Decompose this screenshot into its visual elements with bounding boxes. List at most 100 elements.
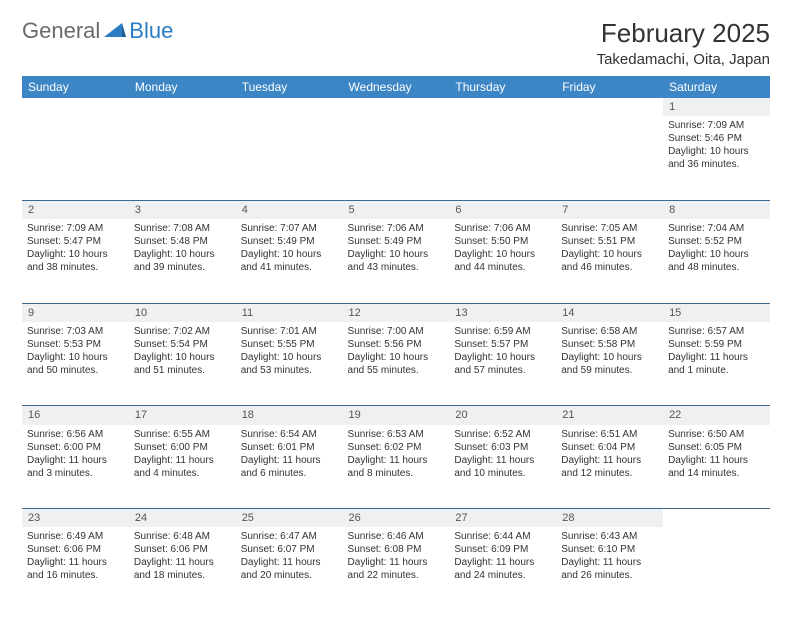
day-number [236,98,343,116]
sunset-line: Sunset: 6:01 PM [241,441,338,454]
sunset-line: Sunset: 5:51 PM [561,235,658,248]
daylight-line-1: Daylight: 10 hours [454,351,551,364]
daylight-line-2: and 14 minutes. [668,467,765,480]
sunrise-line: Sunrise: 6:50 AM [668,428,765,441]
day-cell: Sunrise: 6:53 AMSunset: 6:02 PMDaylight:… [343,425,450,509]
logo-text-blue: Blue [129,18,173,44]
day-cell [663,527,770,611]
sunset-line: Sunset: 6:00 PM [27,441,124,454]
weekday-header: Thursday [449,76,556,98]
day-number [22,98,129,116]
daylight-line-1: Daylight: 10 hours [241,351,338,364]
day-cell: Sunrise: 7:03 AMSunset: 5:53 PMDaylight:… [22,322,129,406]
day-number: 28 [556,509,663,528]
day-cell [236,116,343,200]
daylight-line-1: Daylight: 10 hours [27,248,124,261]
day-cell: Sunrise: 6:49 AMSunset: 6:06 PMDaylight:… [22,527,129,611]
day-number: 21 [556,406,663,425]
day-cell: Sunrise: 6:43 AMSunset: 6:10 PMDaylight:… [556,527,663,611]
day-number-row: 16171819202122 [22,406,770,425]
sunrise-line: Sunrise: 6:48 AM [134,530,231,543]
day-number: 14 [556,303,663,322]
day-cell: Sunrise: 7:00 AMSunset: 5:56 PMDaylight:… [343,322,450,406]
sunset-line: Sunset: 5:56 PM [348,338,445,351]
daylight-line-1: Daylight: 11 hours [241,556,338,569]
sunrise-line: Sunrise: 7:05 AM [561,222,658,235]
day-number: 10 [129,303,236,322]
sunset-line: Sunset: 5:49 PM [348,235,445,248]
sunrise-line: Sunrise: 7:08 AM [134,222,231,235]
logo-triangle-icon [104,20,126,43]
day-number: 25 [236,509,343,528]
daylight-line-1: Daylight: 10 hours [668,145,765,158]
daylight-line-2: and 50 minutes. [27,364,124,377]
day-cell [556,116,663,200]
daylight-line-2: and 26 minutes. [561,569,658,582]
sunset-line: Sunset: 6:10 PM [561,543,658,556]
daylight-line-2: and 57 minutes. [454,364,551,377]
day-cell: Sunrise: 6:55 AMSunset: 6:00 PMDaylight:… [129,425,236,509]
daylight-line-1: Daylight: 10 hours [561,351,658,364]
day-number: 17 [129,406,236,425]
day-number [449,98,556,116]
daylight-line-1: Daylight: 11 hours [454,454,551,467]
day-cell: Sunrise: 7:07 AMSunset: 5:49 PMDaylight:… [236,219,343,303]
sunset-line: Sunset: 6:08 PM [348,543,445,556]
sunset-line: Sunset: 5:57 PM [454,338,551,351]
daylight-line-2: and 44 minutes. [454,261,551,274]
sunset-line: Sunset: 5:50 PM [454,235,551,248]
daylight-line-1: Daylight: 10 hours [134,248,231,261]
sunrise-line: Sunrise: 6:44 AM [454,530,551,543]
daylight-line-2: and 24 minutes. [454,569,551,582]
daylight-line-1: Daylight: 11 hours [241,454,338,467]
logo-text-general: General [22,18,100,44]
sunrise-line: Sunrise: 6:58 AM [561,325,658,338]
daylight-line-2: and 20 minutes. [241,569,338,582]
calendar-table: SundayMondayTuesdayWednesdayThursdayFrid… [22,76,770,611]
daylight-line-1: Daylight: 10 hours [561,248,658,261]
day-cell: Sunrise: 7:04 AMSunset: 5:52 PMDaylight:… [663,219,770,303]
sunrise-line: Sunrise: 6:55 AM [134,428,231,441]
daylight-line-1: Daylight: 10 hours [454,248,551,261]
weekday-header: Monday [129,76,236,98]
daylight-line-1: Daylight: 11 hours [348,454,445,467]
day-cell: Sunrise: 7:08 AMSunset: 5:48 PMDaylight:… [129,219,236,303]
day-number: 11 [236,303,343,322]
daylight-line-1: Daylight: 11 hours [561,556,658,569]
day-cell: Sunrise: 7:02 AMSunset: 5:54 PMDaylight:… [129,322,236,406]
sunset-line: Sunset: 6:06 PM [27,543,124,556]
day-number: 26 [343,509,450,528]
sunrise-line: Sunrise: 7:04 AM [668,222,765,235]
daylight-line-1: Daylight: 10 hours [241,248,338,261]
day-cell: Sunrise: 6:52 AMSunset: 6:03 PMDaylight:… [449,425,556,509]
title-block: February 2025 Takedamachi, Oita, Japan [597,18,770,68]
day-number: 19 [343,406,450,425]
sunset-line: Sunset: 5:58 PM [561,338,658,351]
sunrise-line: Sunrise: 7:06 AM [348,222,445,235]
sunrise-line: Sunrise: 6:47 AM [241,530,338,543]
sunrise-line: Sunrise: 6:52 AM [454,428,551,441]
daylight-line-2: and 10 minutes. [454,467,551,480]
day-cell: Sunrise: 6:54 AMSunset: 6:01 PMDaylight:… [236,425,343,509]
day-content-row: Sunrise: 7:03 AMSunset: 5:53 PMDaylight:… [22,322,770,406]
sunrise-line: Sunrise: 6:51 AM [561,428,658,441]
day-number: 5 [343,200,450,219]
daylight-line-2: and 39 minutes. [134,261,231,274]
day-number-row: 232425262728 [22,509,770,528]
day-number: 3 [129,200,236,219]
daylight-line-2: and 12 minutes. [561,467,658,480]
sunset-line: Sunset: 6:07 PM [241,543,338,556]
weekday-header-row: SundayMondayTuesdayWednesdayThursdayFrid… [22,76,770,98]
daylight-line-1: Daylight: 11 hours [134,454,231,467]
daylight-line-1: Daylight: 11 hours [348,556,445,569]
day-number: 18 [236,406,343,425]
day-content-row: Sunrise: 7:09 AMSunset: 5:47 PMDaylight:… [22,219,770,303]
sunset-line: Sunset: 6:03 PM [454,441,551,454]
weekday-header: Friday [556,76,663,98]
daylight-line-1: Daylight: 11 hours [668,454,765,467]
sunset-line: Sunset: 6:09 PM [454,543,551,556]
sunrise-line: Sunrise: 7:01 AM [241,325,338,338]
day-number: 20 [449,406,556,425]
sunset-line: Sunset: 5:53 PM [27,338,124,351]
day-number: 24 [129,509,236,528]
